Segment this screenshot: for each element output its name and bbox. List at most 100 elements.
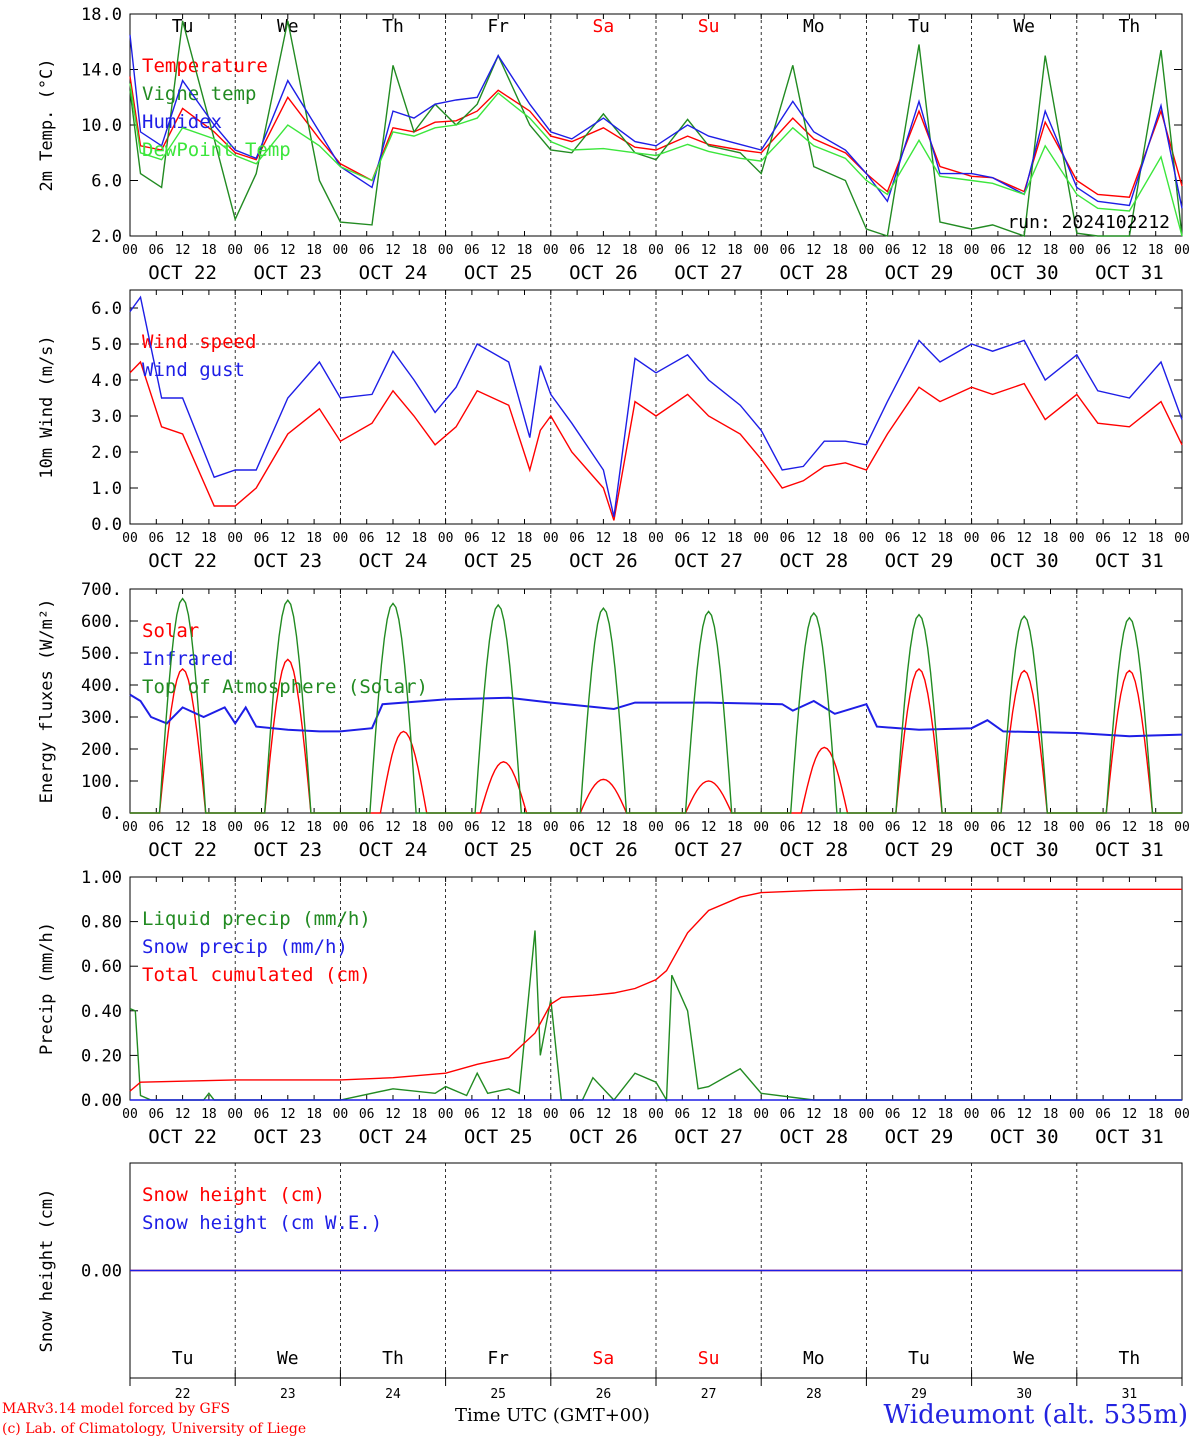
hour-tick-label: 12 (1122, 531, 1138, 546)
date-label: OCT 27 (674, 839, 743, 861)
date-label: OCT 23 (253, 839, 322, 861)
hour-tick-label: 12 (806, 820, 822, 835)
y-tick-label: 14.0 (81, 61, 122, 81)
hour-tick-label: 18 (517, 243, 533, 258)
legend-entry: Liquid precip (mm/h) (142, 908, 371, 930)
hour-tick-label: 00 (227, 820, 243, 835)
hour-tick-label: 18 (1043, 531, 1059, 546)
hour-tick-label: 12 (280, 531, 296, 546)
hour-tick-label: 06 (1095, 1107, 1111, 1122)
hour-tick-label: 12 (701, 1107, 717, 1122)
series-line (129, 34, 1183, 209)
legend-entry: Infrared (142, 648, 234, 670)
hour-tick-label: 00 (753, 1107, 769, 1122)
hour-tick-label: 18 (306, 243, 322, 258)
hour-tick-label: 12 (385, 820, 401, 835)
hour-tick-label: 00 (122, 1107, 138, 1122)
y-axis-label: 2m Temp. (°C) (37, 58, 57, 191)
hour-tick-label: 12 (911, 243, 927, 258)
hour-tick-label: 06 (359, 820, 375, 835)
date-label: OCT 22 (148, 262, 217, 284)
hour-tick-label: 00 (753, 820, 769, 835)
hour-tick-label: 12 (1016, 1107, 1032, 1122)
y-tick-label: 6.0 (91, 172, 122, 192)
hour-tick-label: 06 (254, 243, 270, 258)
hour-tick-label: 00 (964, 1107, 980, 1122)
hour-tick-label: 06 (780, 820, 796, 835)
hour-tick-label: 18 (727, 1107, 743, 1122)
y-tick-label: 1.0 (91, 479, 122, 499)
hour-tick-label: 06 (148, 243, 164, 258)
wind-panel: 0.0 1.0 2.0 3.0 4.0 5.0 6.0 10m Wind (m/s) 00 06 1… (37, 289, 1190, 572)
day-number-label: 28 (806, 1387, 822, 1402)
hour-tick-label: 12 (490, 243, 506, 258)
hour-tick-label: 00 (1174, 820, 1190, 835)
hour-tick-label: 18 (832, 1107, 848, 1122)
hour-tick-label: 06 (674, 531, 690, 546)
hour-tick-label: 18 (937, 1107, 953, 1122)
hour-tick-label: 18 (201, 820, 217, 835)
date-label: OCT 27 (674, 550, 743, 572)
hour-tick-label: 12 (385, 531, 401, 546)
y-tick-label: 600. (81, 612, 122, 632)
day-name-label: Th (382, 16, 404, 37)
hour-tick-label: 00 (859, 1107, 875, 1122)
hour-tick-label: 18 (517, 531, 533, 546)
date-label: OCT 26 (569, 550, 638, 572)
hour-tick-label: 06 (148, 820, 164, 835)
hour-tick-label: 00 (859, 531, 875, 546)
series-line (130, 597, 1182, 814)
hour-tick-label: 06 (674, 820, 690, 835)
y-tick-label: 2.0 (91, 443, 122, 463)
y-tick-label: 4.0 (91, 371, 122, 391)
hour-tick-label: 18 (517, 1107, 533, 1122)
day-name-label: We (1013, 1348, 1035, 1369)
hour-tick-label: 18 (622, 820, 638, 835)
day-name-label: Fr (487, 1348, 509, 1369)
hour-tick-label: 12 (701, 243, 717, 258)
hour-tick-label: 12 (596, 243, 612, 258)
hour-tick-label: 00 (333, 243, 349, 258)
date-label: OCT 24 (359, 1126, 428, 1148)
hour-tick-label: 18 (1148, 243, 1164, 258)
model-credit: MARv3.14 model forced by GFS (2, 1401, 231, 1417)
date-label: OCT 26 (569, 839, 638, 861)
legend-entry: Total cumulated (cm) (142, 964, 371, 986)
day-number-label: 23 (280, 1387, 296, 1402)
legend-entry: Wind speed (142, 331, 256, 353)
day-name-label: Tu (908, 1348, 930, 1369)
date-label: OCT 24 (359, 839, 428, 861)
hour-tick-label: 00 (543, 820, 559, 835)
day-name-label: Th (1119, 1348, 1141, 1369)
y-tick-label: 0.80 (81, 913, 122, 933)
day-number-label: 22 (175, 1387, 191, 1402)
hour-tick-label: 00 (964, 531, 980, 546)
hour-tick-label: 12 (806, 531, 822, 546)
date-label: OCT 26 (569, 262, 638, 284)
y-axis-label: 10m Wind (m/s) (37, 335, 57, 478)
hour-tick-label: 12 (175, 531, 191, 546)
hour-tick-label: 00 (859, 820, 875, 835)
legend-entry: Wind gust (142, 359, 245, 381)
hour-tick-label: 00 (964, 820, 980, 835)
day-number-label: 31 (1122, 1387, 1138, 1402)
legend-entry: Top of Atmosphere (Solar) (142, 676, 428, 698)
date-label: OCT 23 (253, 262, 322, 284)
hour-tick-label: 06 (569, 531, 585, 546)
y-tick-label: 0.60 (81, 957, 122, 977)
hour-tick-label: 18 (1043, 243, 1059, 258)
hour-tick-label: 12 (1122, 1107, 1138, 1122)
legend-entry: Vigne temp (142, 83, 256, 105)
hour-tick-label: 06 (885, 820, 901, 835)
date-label: OCT 28 (779, 262, 848, 284)
hour-tick-label: 12 (175, 243, 191, 258)
date-label: OCT 23 (253, 550, 322, 572)
date-label: OCT 28 (779, 550, 848, 572)
hour-tick-label: 00 (753, 531, 769, 546)
hour-tick-label: 12 (175, 820, 191, 835)
hour-tick-label: 18 (201, 1107, 217, 1122)
hour-tick-label: 00 (227, 531, 243, 546)
hour-tick-label: 00 (227, 243, 243, 258)
hour-tick-label: 00 (122, 820, 138, 835)
date-label: OCT 28 (779, 1126, 848, 1148)
